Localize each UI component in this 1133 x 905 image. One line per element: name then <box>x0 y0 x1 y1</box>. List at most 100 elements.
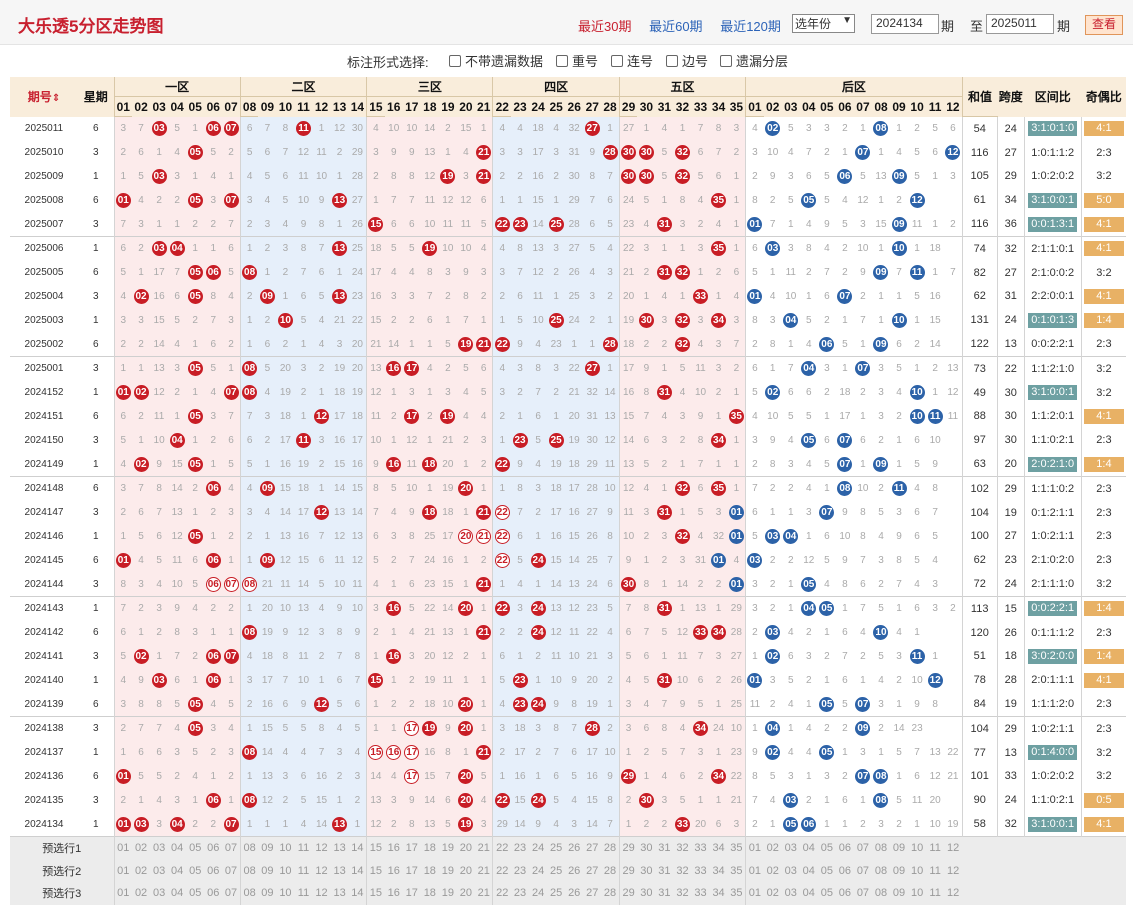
preselect-number[interactable]: 16 <box>384 882 403 905</box>
preselect-number[interactable]: 05 <box>817 882 836 905</box>
preselect-number[interactable]: 06 <box>204 859 223 883</box>
option-edge[interactable]: 边号 <box>666 51 708 70</box>
preselect-number[interactable]: 11 <box>926 882 945 905</box>
preselect-number[interactable]: 04 <box>799 835 818 860</box>
preselect-number[interactable]: 05 <box>186 835 205 860</box>
preselect-number[interactable]: 06 <box>835 859 854 883</box>
query-button[interactable]: 查看 <box>1085 15 1123 35</box>
preselect-number[interactable]: 12 <box>944 859 963 883</box>
preselect-number[interactable]: 35 <box>727 882 746 905</box>
preselect-number[interactable]: 08 <box>871 882 891 905</box>
preselect-number[interactable]: 24 <box>529 859 548 883</box>
preselect-number[interactable]: 21 <box>474 835 493 860</box>
preselect-number[interactable]: 31 <box>655 835 674 860</box>
preselect-number[interactable]: 14 <box>348 835 367 860</box>
preselect-number[interactable]: 21 <box>474 859 493 883</box>
preselect-number[interactable]: 27 <box>583 859 602 883</box>
preselect-number[interactable]: 10 <box>908 859 927 883</box>
preselect-number[interactable]: 13 <box>330 882 349 905</box>
from-issue-input[interactable]: 2024134 <box>871 14 939 34</box>
preselect-number[interactable]: 18 <box>420 882 439 905</box>
preselect-number[interactable]: 15 <box>366 859 385 883</box>
preselect-number[interactable]: 04 <box>799 859 818 883</box>
preselect-number[interactable]: 33 <box>691 835 710 860</box>
preselect-number[interactable]: 11 <box>926 835 945 860</box>
checkbox[interactable] <box>666 54 678 67</box>
preselect-number[interactable]: 15 <box>366 835 385 860</box>
preselect-row[interactable]: 预选行3 01 02 03 04 05 06 07 08 09 10 11 12 13 14 15 16 17 18… <box>10 882 1127 905</box>
preselect-number[interactable]: 09 <box>258 882 277 905</box>
option-miss-layer[interactable]: 遗漏分层 <box>720 51 788 70</box>
preselect-number[interactable]: 19 <box>438 859 457 883</box>
preselect-number[interactable]: 02 <box>763 859 782 883</box>
preselect-number[interactable]: 04 <box>799 882 818 905</box>
preselect-number[interactable]: 03 <box>150 835 169 860</box>
preselect-number[interactable]: 04 <box>168 859 187 883</box>
preselect-number[interactable]: 35 <box>727 835 746 860</box>
preselect-number[interactable]: 06 <box>835 882 854 905</box>
preselect-number[interactable]: 15 <box>366 882 385 905</box>
preselect-number[interactable]: 02 <box>132 882 151 905</box>
preselect-number[interactable]: 01 <box>745 882 764 905</box>
preselect-number[interactable]: 11 <box>294 882 313 905</box>
preselect-number[interactable]: 09 <box>890 835 909 860</box>
preselect-number[interactable]: 03 <box>150 859 169 883</box>
preselect-number[interactable]: 11 <box>294 835 313 860</box>
option-consecutive[interactable]: 连号 <box>611 51 653 70</box>
preselect-number[interactable]: 05 <box>186 882 205 905</box>
preselect-number[interactable]: 23 <box>511 859 530 883</box>
preselect-number[interactable]: 28 <box>601 882 620 905</box>
preselect-number[interactable]: 07 <box>853 859 872 883</box>
preselect-number[interactable]: 09 <box>890 859 909 883</box>
preselect-number[interactable]: 03 <box>781 882 800 905</box>
preselect-number[interactable]: 02 <box>132 835 151 860</box>
preselect-number[interactable]: 13 <box>330 859 349 883</box>
preselect-number[interactable]: 08 <box>871 859 891 883</box>
preselect-number[interactable]: 09 <box>258 859 277 883</box>
preselect-number[interactable]: 01 <box>745 835 764 860</box>
preselect-number[interactable]: 20 <box>456 835 475 860</box>
preselect-number[interactable]: 24 <box>529 882 548 905</box>
preselect-number[interactable]: 30 <box>637 882 656 905</box>
preselect-number[interactable]: 20 <box>456 882 475 905</box>
preselect-number[interactable]: 01 <box>113 835 133 860</box>
preselect-number[interactable]: 06 <box>204 835 223 860</box>
to-issue-input[interactable]: 2025011 <box>986 14 1054 34</box>
preselect-number[interactable]: 03 <box>781 859 800 883</box>
recent-60-link[interactable]: 最近60期 <box>649 19 703 34</box>
preselect-number[interactable]: 05 <box>817 859 836 883</box>
recent-120-link[interactable]: 最近120期 <box>720 19 781 34</box>
preselect-number[interactable]: 10 <box>276 835 295 860</box>
preselect-number[interactable]: 16 <box>384 835 403 860</box>
preselect-number[interactable]: 32 <box>673 835 692 860</box>
preselect-number[interactable]: 12 <box>312 835 331 860</box>
preselect-number[interactable]: 03 <box>781 835 800 860</box>
preselect-number[interactable]: 12 <box>312 859 331 883</box>
preselect-number[interactable]: 27 <box>583 882 602 905</box>
preselect-number[interactable]: 01 <box>113 859 133 883</box>
preselect-number[interactable]: 01 <box>745 859 764 883</box>
preselect-number[interactable]: 16 <box>384 859 403 883</box>
recent-30-link[interactable]: 最近30期 <box>578 19 632 34</box>
preselect-number[interactable]: 14 <box>348 882 367 905</box>
preselect-number[interactable]: 06 <box>835 835 854 860</box>
preselect-number[interactable]: 12 <box>944 882 963 905</box>
preselect-number[interactable]: 07 <box>222 859 241 883</box>
preselect-number[interactable]: 28 <box>601 859 620 883</box>
preselect-number[interactable]: 34 <box>709 859 728 883</box>
preselect-number[interactable]: 17 <box>402 882 421 905</box>
preselect-number[interactable]: 33 <box>691 859 710 883</box>
preselect-number[interactable]: 22 <box>492 859 512 883</box>
option-no-miss[interactable]: 不带遗漏数据 <box>449 51 543 70</box>
preselect-number[interactable]: 07 <box>853 882 872 905</box>
preselect-number[interactable]: 06 <box>204 882 223 905</box>
preselect-number[interactable]: 09 <box>890 882 909 905</box>
preselect-number[interactable]: 07 <box>222 835 241 860</box>
preselect-number[interactable]: 12 <box>312 882 331 905</box>
preselect-number[interactable]: 11 <box>926 859 945 883</box>
preselect-number[interactable]: 04 <box>168 882 187 905</box>
year-select[interactable]: 选年份 ▼ <box>792 14 855 33</box>
preselect-number[interactable]: 08 <box>871 835 891 860</box>
header-issue[interactable]: 期号⇕ <box>10 77 78 117</box>
preselect-number[interactable]: 18 <box>420 859 439 883</box>
